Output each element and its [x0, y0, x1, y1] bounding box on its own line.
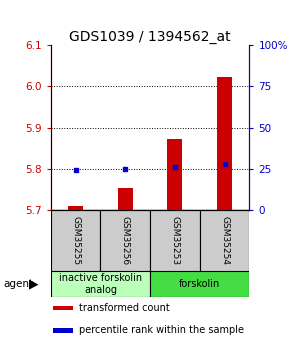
Text: ▶: ▶ — [29, 277, 39, 290]
Bar — [51, 271, 150, 297]
Bar — [167, 139, 182, 210]
Bar — [53, 328, 72, 333]
Bar — [118, 188, 133, 210]
Bar — [150, 210, 200, 271]
Text: GSM35255: GSM35255 — [71, 216, 80, 265]
Bar — [68, 206, 83, 210]
Text: percentile rank within the sample: percentile rank within the sample — [79, 325, 244, 335]
Bar — [53, 306, 72, 310]
Title: GDS1039 / 1394562_at: GDS1039 / 1394562_at — [69, 30, 231, 44]
Bar — [100, 210, 150, 271]
Text: GSM35253: GSM35253 — [171, 216, 180, 265]
Text: transformed count: transformed count — [79, 303, 169, 313]
Bar — [51, 210, 100, 271]
Bar — [150, 271, 249, 297]
Text: GSM35256: GSM35256 — [121, 216, 130, 265]
Text: GSM35254: GSM35254 — [220, 216, 229, 265]
Text: forskolin: forskolin — [179, 279, 220, 289]
Text: inactive forskolin
analog: inactive forskolin analog — [59, 273, 142, 295]
Bar — [217, 77, 232, 210]
Text: agent: agent — [3, 279, 33, 289]
Bar — [200, 210, 249, 271]
